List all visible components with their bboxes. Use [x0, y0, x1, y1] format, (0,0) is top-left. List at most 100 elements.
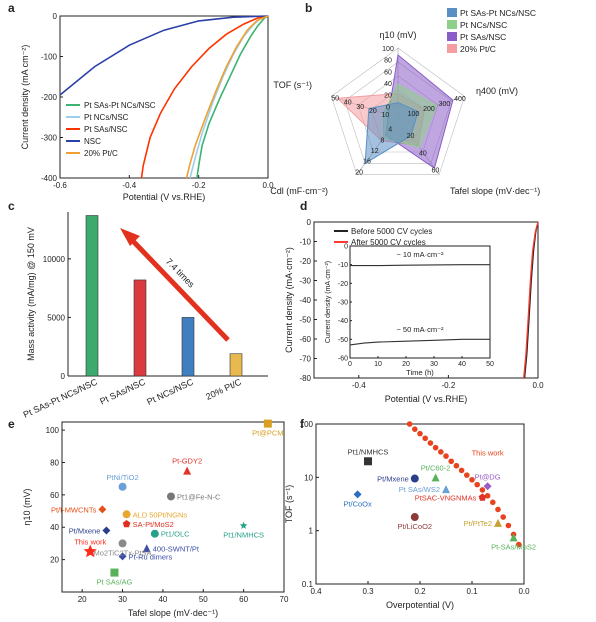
y-tick-label: -20: [338, 281, 348, 288]
point-label: Pt SAs/AG: [97, 578, 133, 587]
point-label: Pt-GDY2: [172, 457, 202, 466]
series-line: [523, 221, 539, 379]
legend-swatch: [447, 20, 457, 29]
x-tick-label: 0.4: [310, 587, 322, 596]
legend-label: NSC: [84, 137, 101, 146]
x-tick-label: 30: [118, 595, 127, 604]
data-point: [483, 482, 492, 491]
annotation: ~ 50 mA·cm⁻²: [396, 325, 444, 334]
x-tick-label: 0.3: [362, 587, 374, 596]
legend-label: Pt SAs/NSC: [460, 32, 506, 42]
data-point: [505, 522, 512, 529]
data-point: [469, 476, 475, 483]
radar-tick-label: 30: [356, 104, 364, 111]
radar-tick-label: 50: [331, 96, 339, 103]
y-tick-label: -60: [338, 356, 348, 363]
radar-series: [364, 102, 419, 165]
data-point: [417, 430, 423, 437]
y-tick-label: -400: [41, 174, 58, 183]
y-tick-label: -50: [299, 316, 311, 325]
inset-y-label: Current density (mA·cm⁻²): [325, 261, 332, 343]
point-label: 400-SWNT/Pt: [153, 544, 200, 553]
data-point: [142, 544, 151, 553]
panel-letter-b: b: [305, 1, 312, 15]
data-point: [83, 544, 97, 558]
y-tick-label: 0: [344, 244, 348, 251]
point-label: Pt/Mxene: [377, 475, 409, 484]
radar-axis-label: η10 (mV): [379, 30, 416, 40]
legend-label: 20% Pt/C: [84, 149, 118, 158]
point-label: Pt/f-MWCNTs: [51, 505, 97, 514]
point-label: Pt/LiCoO2: [397, 522, 432, 531]
y-tick-label: -40: [338, 318, 348, 325]
data-point: [110, 568, 119, 577]
x-axis-label: Potential (V vs.RHE): [123, 192, 206, 202]
point-label: Pt1/NMHCS: [348, 447, 389, 456]
arrow-head: [120, 228, 140, 246]
legend-swatch: [447, 8, 457, 17]
y-tick-label: -30: [299, 277, 311, 286]
bar: [133, 279, 147, 377]
y-tick-label: 5000: [47, 313, 65, 322]
bar: [85, 215, 99, 377]
point-label: This work: [472, 448, 504, 457]
y-tick-label: 20: [50, 556, 59, 565]
x-tick-label: 30: [430, 361, 438, 368]
x-tick-label: -0.6: [53, 181, 67, 190]
x-tick-label: Pt SAs-Pt NCs/NSC: [22, 377, 100, 420]
x-tick-label: 40: [458, 361, 466, 368]
data-point: [118, 552, 127, 561]
radar-grid: [331, 47, 465, 175]
panel-e-frame: [61, 421, 285, 593]
y-tick-label: -70: [299, 355, 311, 364]
panel-letter-c: c: [8, 199, 15, 213]
y-tick-label: -10: [338, 262, 348, 269]
point-label: Pt1/OLC: [161, 530, 190, 539]
data-point: [353, 490, 362, 499]
radar-axis-label: Cdl (mF·cm⁻²): [270, 186, 328, 196]
point-label: Pt1@Fe-N-C: [177, 492, 221, 501]
data-point: [474, 481, 481, 488]
y-tick-label: 10000: [43, 255, 66, 264]
data-point: [412, 426, 418, 432]
radar-tick-label: 12: [371, 148, 379, 155]
y-tick-label: 0.1: [302, 580, 314, 589]
inset-series: [350, 264, 490, 267]
legend-label: Pt NCs/NSC: [460, 20, 507, 30]
point-label: Pt-SAs/MoS2: [491, 542, 536, 551]
data-point: [458, 467, 465, 474]
data-point: [500, 514, 507, 520]
legend-label: Pt SAs-Pt NCs/NSC: [84, 101, 156, 110]
y-tick-label: 60: [50, 491, 59, 500]
data-point: [484, 493, 491, 499]
point-label: This work: [74, 538, 106, 547]
panel-letter-e: e: [8, 417, 15, 431]
point-label: Pt/CoOx: [343, 499, 372, 508]
y-axis-label: TOF (s⁻¹): [284, 485, 294, 524]
x-tick-label: -0.2: [192, 181, 206, 190]
radar-tick-label: 300: [439, 101, 451, 108]
radar-tick-label: 20: [369, 108, 377, 115]
point-label: PtNi/TiO2: [106, 473, 138, 482]
inset-x-label: Time (h): [406, 368, 434, 377]
y-tick-label: -200: [41, 93, 58, 102]
legend-swatch: [447, 32, 457, 41]
radar-tick-label: 100: [408, 111, 420, 118]
y-axis-label: η10 (mV): [22, 488, 32, 525]
inset-series: [349, 338, 490, 346]
data-point: [478, 493, 487, 501]
x-tick-label: 40: [158, 595, 167, 604]
point-label: Pt/Mxene: [69, 526, 101, 535]
radar-tick-label: 200: [423, 106, 435, 113]
radar-tick-label: 40: [344, 100, 352, 107]
y-axis-label: Mass activity (mA/mg) @ 150 mV: [26, 227, 36, 361]
x-tick-label: 10: [374, 361, 382, 368]
data-point: [464, 472, 470, 478]
data-point: [118, 539, 127, 548]
data-point: [406, 421, 413, 427]
y-axis-label: Current density (mA cm⁻²): [20, 45, 30, 150]
x-tick-label: -0.4: [352, 381, 366, 390]
y-tick-label: -100: [41, 53, 58, 62]
point-label: Mo2TiC2Tx-PtSA: [94, 548, 152, 557]
radar-tick-label: 16: [363, 159, 371, 166]
